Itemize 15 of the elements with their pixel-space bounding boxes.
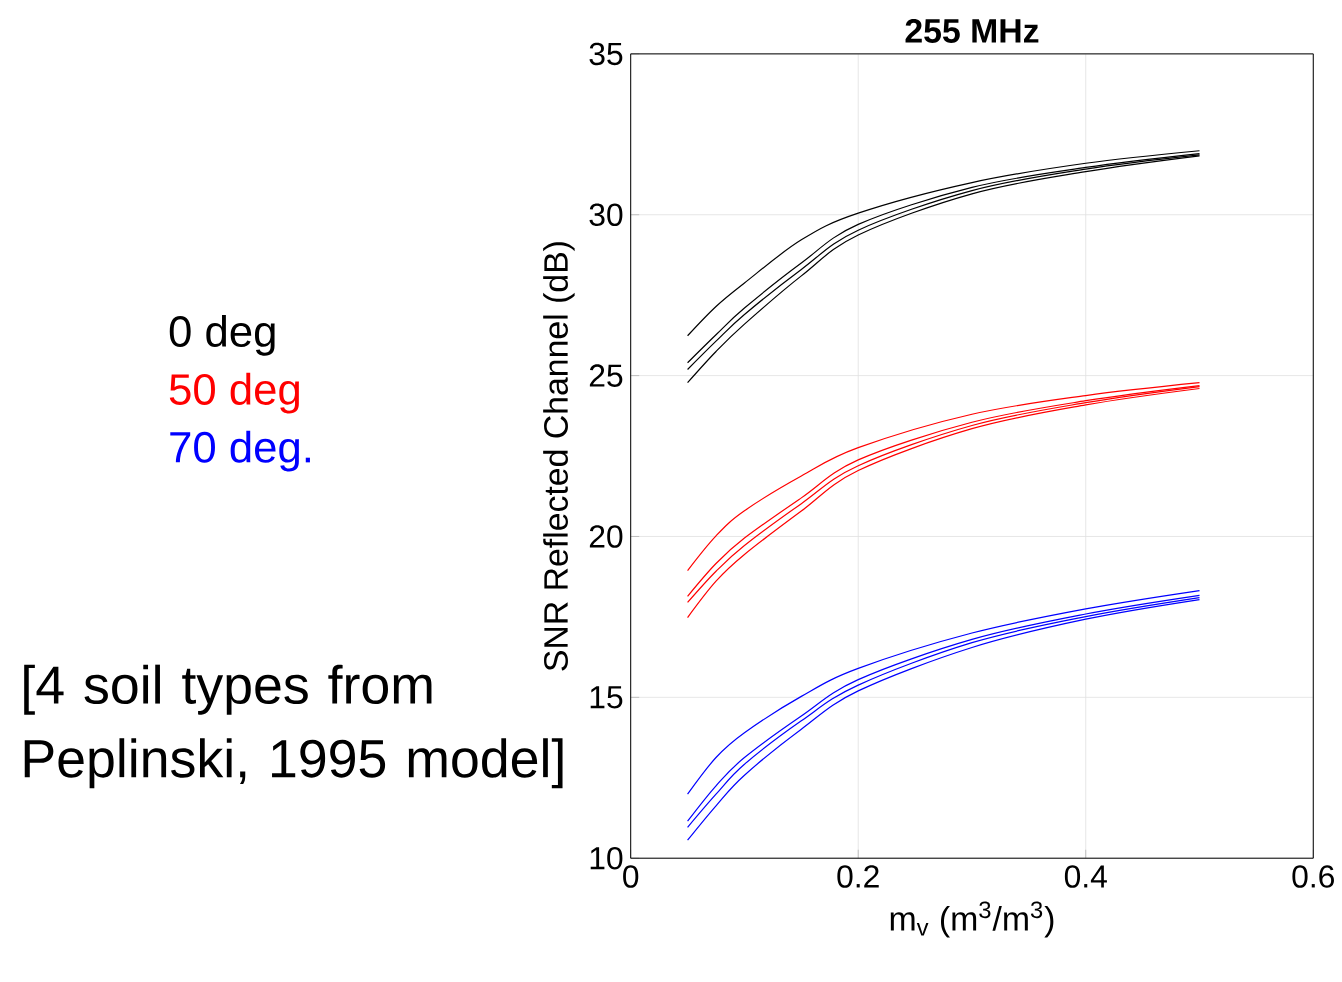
text: 0 deg — [169, 314, 275, 356]
text: 70 deg. — [170, 430, 310, 472]
y-tick-label: 35 — [589, 42, 623, 66]
text: 50 deg — [169, 372, 299, 414]
y-tick-label: 15 — [590, 686, 623, 709]
x-tick-label: 0 — [623, 865, 639, 888]
x-tick-label: 0.4 — [1064, 865, 1107, 888]
x-axis-title: m$_{v}$ (m$^{3}$/m$^{3}$) — [890, 901, 1054, 938]
y-tick-label: 25 — [589, 364, 623, 387]
y-tick-label: 30 — [589, 203, 623, 227]
x-tick-label: 0.2 — [837, 865, 879, 888]
chart-title: 255 MHz — [905, 18, 1039, 43]
x-tick-label: 0.6 — [1292, 865, 1334, 888]
y-tick-label: 10 — [590, 846, 623, 870]
y-tick-label: 20 — [589, 525, 623, 548]
